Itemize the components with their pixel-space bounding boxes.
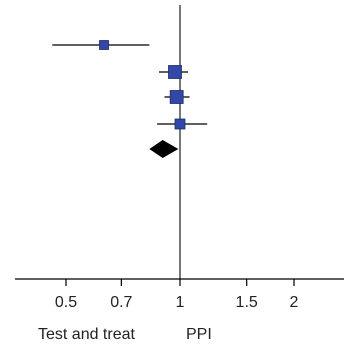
x-tick-label: 1 <box>176 294 185 311</box>
x-tick-label: 0.5 <box>55 294 77 311</box>
x-tick-label: 1.5 <box>236 294 258 311</box>
favours-left-label: Test and treat <box>38 326 136 343</box>
x-tick-label: 0.7 <box>110 294 132 311</box>
study-row-1 <box>52 40 150 50</box>
x-tick-label: 2 <box>290 294 299 311</box>
study-row-3 <box>164 90 190 104</box>
point-estimate-square <box>169 90 184 104</box>
favours-right-label: PPI <box>186 326 212 343</box>
study-row-2 <box>158 65 189 79</box>
study-row-4 <box>157 118 208 130</box>
point-estimate-square <box>168 65 182 79</box>
x-axis: 0.5 0.7 1 1.5 2 <box>15 278 344 311</box>
pooled-estimate-group <box>149 140 179 158</box>
study-rows <box>52 40 208 130</box>
favours-labels: Test and treat PPI <box>38 326 212 343</box>
pooled-diamond <box>149 140 179 158</box>
point-estimate-square <box>174 118 186 130</box>
point-estimate-square <box>99 40 109 50</box>
